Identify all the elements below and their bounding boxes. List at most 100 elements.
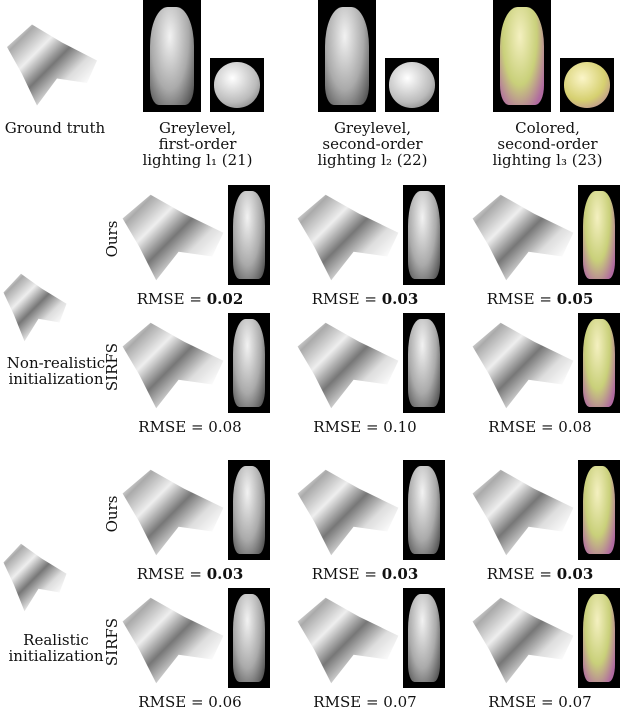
rmse-value: RMSE = 0.03 <box>110 565 270 583</box>
reconstructed-shape <box>297 469 399 556</box>
method-label: Ours <box>103 220 121 258</box>
bust-render <box>233 191 265 279</box>
rmse-value: RMSE = 0.02 <box>110 290 270 308</box>
rmse-value: RMSE = 0.10 <box>285 418 445 436</box>
rmse-prefix: RMSE = <box>311 565 382 583</box>
rmse-value: RMSE = 0.06 <box>110 693 270 711</box>
rmse-number: 0.03 <box>381 565 419 583</box>
rendered-image <box>578 185 620 285</box>
rendered-image <box>228 588 270 688</box>
reconstructed-shape <box>122 469 224 556</box>
bust-render <box>233 319 265 407</box>
method-label: Ours <box>103 495 121 533</box>
bust-render <box>324 6 370 106</box>
reconstructed-shape <box>122 597 224 684</box>
lighting-sphere <box>560 58 614 112</box>
rmse-prefix: RMSE = <box>488 418 559 436</box>
rmse-prefix: RMSE = <box>138 693 209 711</box>
column-label-line: first-order <box>158 135 237 153</box>
rmse-number: 0.03 <box>206 565 244 583</box>
rmse-number: 0.03 <box>556 565 594 583</box>
rendered-image <box>228 460 270 560</box>
column-label: Greylevel, second-order lighting l₂ (22) <box>290 120 455 168</box>
reconstructed-shape <box>472 322 574 409</box>
ground-truth-shape <box>7 24 97 106</box>
bust-render <box>149 6 195 106</box>
input-image <box>318 0 376 112</box>
rmse-value: RMSE = 0.03 <box>285 565 445 583</box>
rmse-prefix: RMSE = <box>311 290 382 308</box>
rendered-image <box>403 588 445 688</box>
initialization-label-line: Non-realistic <box>6 354 106 372</box>
column-label-line: lighting l₂ (22) <box>317 151 428 169</box>
reconstructed-shape <box>472 597 574 684</box>
column-label-line: second-order <box>322 135 423 153</box>
column-label-line: Greylevel, <box>158 119 237 137</box>
bust-render <box>583 191 615 279</box>
lighting-sphere <box>385 58 439 112</box>
rmse-value: RMSE = 0.08 <box>460 418 620 436</box>
column-label-line: lighting l₁ (21) <box>142 151 253 169</box>
rmse-number: 0.07 <box>383 693 417 711</box>
rendered-image <box>228 313 270 413</box>
column-label: Colored, second-order lighting l₃ (23) <box>465 120 630 168</box>
rmse-value: RMSE = 0.03 <box>285 290 445 308</box>
bust-render <box>408 191 440 279</box>
ground-truth-label: Ground truth <box>4 119 106 137</box>
initialization-label-line: initialization <box>8 370 104 388</box>
initialization-label-line: initialization <box>8 647 104 665</box>
bust-render <box>408 466 440 554</box>
column-label-line: Greylevel, <box>333 119 412 137</box>
rmse-value: RMSE = 0.07 <box>285 693 445 711</box>
rendered-image <box>578 588 620 688</box>
lighting-sphere <box>210 58 264 112</box>
initialization-label-line: Realistic <box>23 631 89 649</box>
column-label-line: Colored, <box>515 119 580 137</box>
rmse-prefix: RMSE = <box>136 290 207 308</box>
reconstructed-shape <box>122 322 224 409</box>
rmse-number: 0.03 <box>381 290 419 308</box>
rmse-number: 0.10 <box>383 418 417 436</box>
rmse-prefix: RMSE = <box>138 418 209 436</box>
reconstructed-shape <box>122 194 224 281</box>
rendered-image <box>578 313 620 413</box>
rmse-value: RMSE = 0.08 <box>110 418 270 436</box>
input-image <box>493 0 551 112</box>
rmse-prefix: RMSE = <box>313 418 384 436</box>
rmse-prefix: RMSE = <box>313 693 384 711</box>
rendered-image <box>228 185 270 285</box>
column-label: Greylevel, first-order lighting l₁ (21) <box>115 120 280 168</box>
rmse-prefix: RMSE = <box>486 290 557 308</box>
reconstructed-shape <box>297 597 399 684</box>
rmse-number: 0.02 <box>206 290 244 308</box>
method-label: SIRFS <box>103 617 121 667</box>
rmse-value: RMSE = 0.07 <box>460 693 620 711</box>
rmse-number: 0.07 <box>558 693 592 711</box>
bust-render <box>233 466 265 554</box>
rendered-image <box>578 460 620 560</box>
column-label-line: second-order <box>497 135 598 153</box>
rmse-number: 0.08 <box>558 418 592 436</box>
rmse-value: RMSE = 0.05 <box>460 290 620 308</box>
rendered-image <box>403 313 445 413</box>
rmse-value: RMSE = 0.03 <box>460 565 620 583</box>
bust-render <box>583 466 615 554</box>
input-image <box>143 0 201 112</box>
rmse-prefix: RMSE = <box>486 565 557 583</box>
column-label-line: lighting l₃ (23) <box>492 151 603 169</box>
rmse-prefix: RMSE = <box>136 565 207 583</box>
bust-render <box>583 319 615 407</box>
bust-render <box>583 594 615 682</box>
initialization-label: Realistic initialization <box>0 632 112 664</box>
initialization-shape <box>3 273 67 342</box>
rendered-image <box>403 460 445 560</box>
method-label: SIRFS <box>103 342 121 392</box>
bust-render <box>233 594 265 682</box>
rmse-number: 0.08 <box>208 418 242 436</box>
bust-render <box>499 6 545 106</box>
rmse-prefix: RMSE = <box>488 693 559 711</box>
bust-render <box>408 319 440 407</box>
rmse-number: 0.06 <box>208 693 242 711</box>
initialization-shape <box>3 543 67 612</box>
